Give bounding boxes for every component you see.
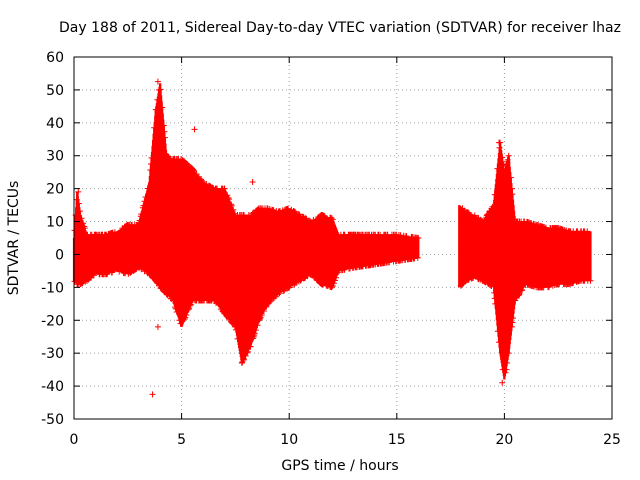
data-point xyxy=(508,323,515,330)
data-point xyxy=(154,78,161,85)
data-point xyxy=(499,379,506,386)
y-tick-label: 30 xyxy=(46,149,64,165)
data-point xyxy=(160,122,167,129)
data-point xyxy=(75,188,82,195)
data-point xyxy=(415,235,422,241)
data-point xyxy=(161,128,168,135)
data-point xyxy=(504,360,511,367)
chart-title: Day 188 of 2011, Sidereal Day-to-day VTE… xyxy=(59,20,621,36)
axis-ticks: -50 -40 -30 -20 -10 0 10 20 30 40 50 60 0 5 10 15 20 25 xyxy=(41,50,621,448)
data-point xyxy=(76,208,83,215)
data-point xyxy=(157,105,164,112)
data-point xyxy=(75,200,82,207)
data-point xyxy=(509,191,516,198)
y-tick-label: 10 xyxy=(46,215,64,231)
x-tick-label: 5 xyxy=(177,432,186,448)
plot-frame xyxy=(73,56,613,420)
x-axis-label: GPS time / hours xyxy=(281,458,398,474)
data-point xyxy=(507,174,514,181)
data-point xyxy=(502,369,509,376)
y-tick-label: -40 xyxy=(41,379,64,395)
x-tick-label: 25 xyxy=(603,432,621,448)
y-tick-label: -30 xyxy=(41,346,64,362)
data-point xyxy=(510,315,517,322)
x-tick-label: 15 xyxy=(388,432,406,448)
y-tick-label: -20 xyxy=(41,313,64,329)
y-tick-label: -50 xyxy=(41,412,64,428)
data-point xyxy=(149,391,156,398)
y-axis-label: SDTVAR / TECUs xyxy=(6,181,22,296)
y-tick-label: -10 xyxy=(41,280,64,296)
data-point xyxy=(496,139,503,146)
x-tick-label: 0 xyxy=(70,432,79,448)
x-tick-label: 20 xyxy=(495,432,513,448)
y-tick-label: 40 xyxy=(46,116,64,132)
y-tick-label: 60 xyxy=(46,50,64,66)
data-point xyxy=(191,126,198,133)
data-point xyxy=(503,366,510,373)
data-point xyxy=(161,134,168,141)
y-tick-label: 20 xyxy=(46,182,64,198)
data-point xyxy=(154,323,161,330)
y-tick-label: 0 xyxy=(55,247,64,263)
data-point xyxy=(499,154,506,161)
x-tick-label: 10 xyxy=(280,432,298,448)
y-tick-label: 50 xyxy=(46,83,64,99)
data-point xyxy=(509,319,516,326)
data-point xyxy=(249,179,256,186)
data-point xyxy=(157,86,164,93)
data-point xyxy=(587,277,594,284)
data-point xyxy=(505,350,512,357)
data-point xyxy=(508,185,515,192)
data-series-sdtvar xyxy=(71,78,594,398)
data-point xyxy=(500,161,507,168)
